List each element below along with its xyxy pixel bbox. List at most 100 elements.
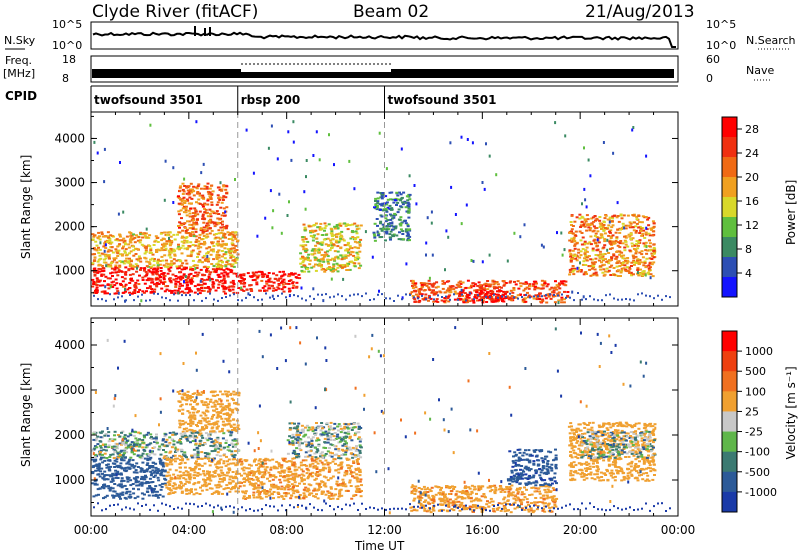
echo-cell (212, 414, 216, 416)
echo-cell (166, 481, 170, 484)
echo-cell (145, 274, 149, 277)
noise-cell (585, 205, 588, 209)
echo-cell (560, 298, 564, 301)
echo-cell (173, 292, 177, 295)
echo-cell (161, 249, 165, 252)
echo-cell (205, 470, 209, 473)
echo-cell (126, 480, 130, 483)
echo-cell (569, 259, 573, 262)
echo-cell (636, 259, 639, 262)
echo-cell (186, 458, 190, 461)
echo-cell (419, 282, 423, 284)
echo-cell (111, 494, 115, 497)
echo-cell (344, 489, 348, 492)
echo-cell (286, 474, 289, 477)
echo-cell (270, 285, 274, 288)
echo-cell (118, 442, 122, 445)
echo-cell (242, 290, 246, 292)
echo-cell (231, 231, 235, 234)
echo-cell (94, 494, 98, 497)
ground-cell (229, 294, 231, 297)
echo-cell (201, 215, 205, 218)
ground-cell (637, 293, 639, 296)
echo-cell (111, 286, 115, 288)
echo-cell (108, 459, 112, 462)
echo-cell (309, 231, 313, 234)
echo-cell (346, 223, 349, 226)
echo-cell (326, 260, 330, 263)
echo-cell (218, 430, 222, 433)
echo-cell (252, 494, 256, 497)
echo-cell (189, 233, 192, 236)
echo-cell (206, 182, 210, 185)
echo-cell (189, 430, 193, 433)
echo-cell (111, 453, 115, 456)
cpid-segment-label: twofsound 3501 (94, 93, 203, 107)
echo-cell (109, 486, 113, 489)
echo-cell (144, 257, 148, 260)
echo-cell (215, 491, 219, 493)
echo-cell (128, 463, 132, 466)
echo-cell (170, 291, 174, 294)
echo-cell (221, 260, 224, 263)
echo-cell (194, 235, 198, 238)
echo-cell (647, 216, 651, 219)
echo-cell (132, 233, 135, 236)
echo-cell (436, 285, 440, 288)
echo-cell (110, 267, 114, 270)
echo-cell (217, 486, 220, 489)
echo-cell (132, 453, 136, 456)
echo-cell (237, 490, 240, 493)
echo-cell (93, 445, 97, 448)
echo-cell (162, 242, 166, 245)
echo-cell (589, 274, 593, 277)
echo-cell (95, 249, 99, 252)
echo-cell (588, 268, 592, 271)
echo-cell (314, 458, 318, 461)
ground-cell (505, 295, 507, 298)
echo-cell (121, 280, 125, 283)
echo-cell (161, 281, 165, 284)
ground-cell (573, 299, 575, 302)
ground-cell (341, 295, 343, 298)
echo-layer (91, 120, 671, 305)
echo-cell (411, 279, 415, 282)
echo-cell (601, 253, 605, 256)
echo-cell (184, 229, 188, 232)
noise-cell (428, 276, 431, 280)
echo-cell (652, 243, 656, 246)
echo-cell (526, 296, 530, 299)
echo-cell (603, 244, 607, 247)
echo-cell (113, 438, 117, 441)
ground-cell (457, 298, 459, 301)
echo-cell (224, 243, 228, 246)
echo-cell (207, 420, 211, 423)
echo-cell (189, 403, 192, 406)
echo-cell (406, 233, 410, 236)
echo-cell (648, 239, 651, 242)
echo-cell (186, 288, 189, 290)
noise-cell (645, 154, 648, 158)
echo-cell (133, 289, 137, 292)
echo-cell (608, 230, 611, 233)
echo-cell (111, 251, 115, 254)
echo-cell (632, 257, 636, 260)
echo-cell (200, 238, 204, 241)
echo-cell (189, 282, 193, 285)
echo-cell (186, 199, 190, 202)
echo-cell (107, 446, 111, 448)
echo-cell (132, 487, 135, 490)
echo-cell (99, 451, 102, 454)
echo-cell (229, 475, 233, 478)
echo-cell (198, 260, 202, 263)
echo-cell (589, 223, 593, 226)
echo-cell (341, 266, 345, 269)
echo-cell (231, 239, 235, 242)
echo-cell (197, 481, 200, 484)
echo-cell (187, 209, 191, 212)
echo-cell (109, 284, 113, 287)
echo-cell (163, 254, 167, 257)
echo-cell (102, 448, 106, 451)
echo-cell (210, 441, 214, 444)
echo-cell (195, 264, 199, 267)
